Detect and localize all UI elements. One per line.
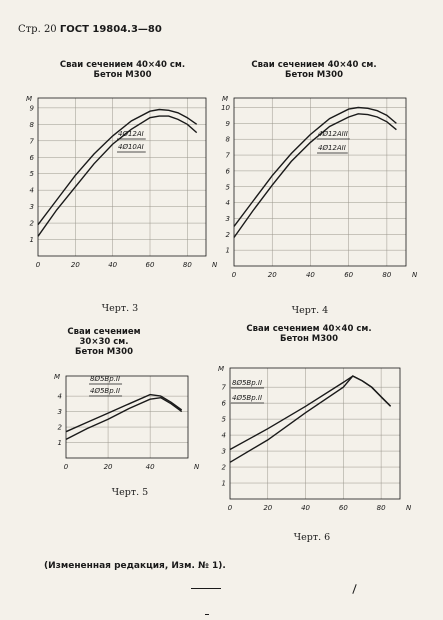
footer-rule xyxy=(191,588,221,589)
series-line-1 xyxy=(37,108,198,226)
y-tick-label: 1 xyxy=(58,439,62,447)
x-tick-label: 40 xyxy=(306,271,315,279)
scan-mark xyxy=(352,584,357,594)
series-line-2 xyxy=(37,115,198,237)
standard-code: ГОСТ 19804.3—80 xyxy=(59,24,162,35)
series-line-1 xyxy=(233,106,397,227)
y-tick-label: 7 xyxy=(226,152,231,160)
series-label-2: 4Ø10АI xyxy=(118,143,144,151)
x-tick-label: 0 xyxy=(228,504,233,512)
y-tick-label: 2 xyxy=(58,424,63,432)
chart-3: 0 20 40 60 80 1 2 3 4 5 6 7 8 9 N M 4Ø12АI 4Ø10АI xyxy=(26,95,218,269)
plot-frame xyxy=(37,97,207,257)
plot-frame xyxy=(65,375,189,459)
y-tick-label: 5 xyxy=(30,170,35,178)
page-number: Стр. 20 xyxy=(18,24,57,35)
y-tick-label: 4 xyxy=(58,393,62,401)
chart-4-caption: Черт. 4 xyxy=(291,305,329,316)
chart-4-title: Сваи сечением 40×40 см. Бетон М300 xyxy=(251,60,377,80)
y-tick-label: 1 xyxy=(30,236,34,244)
chart-6: 0 20 40 60 80 1 2 3 4 5 6 7 N M 8Ø5Вр.II 4Ø5Вр.II xyxy=(218,365,412,512)
x-tick-label: 0 xyxy=(36,261,41,269)
footer-note: (Измененная редакция, Изм. № 1). xyxy=(44,561,226,571)
page-header: Стр. 20 ГОСТ 19804.3—80 xyxy=(18,24,162,35)
y-tick-label: 10 xyxy=(221,104,230,112)
y-tick-label: 1 xyxy=(222,480,226,488)
x-tick-label: 80 xyxy=(377,504,386,512)
series-label-1: 4Ø12АIII xyxy=(318,130,348,138)
y-axis-label: M xyxy=(218,365,224,373)
plot-frame xyxy=(229,367,401,500)
series-label-1: 8Ø5Вр.II xyxy=(90,375,120,383)
y-tick-label: 3 xyxy=(58,408,62,416)
plot-frame xyxy=(233,97,407,267)
x-tick-label: 0 xyxy=(232,271,237,279)
chart-5-title: Сваи сечением 30×30 см. Бетон М300 xyxy=(67,327,141,357)
chart-4: 0 20 40 60 80 1 2 3 4 5 6 7 8 9 10 N M 4Ø12АIII 4Ø12АII xyxy=(221,95,418,279)
series-label-1: 4Ø12АI xyxy=(118,130,144,138)
x-axis-label: N xyxy=(194,463,200,471)
series-label-2: 4Ø5Вр.II xyxy=(232,394,262,402)
chart-3-caption: Черт. 3 xyxy=(101,303,139,314)
series-line-1 xyxy=(65,393,183,433)
x-tick-label: 40 xyxy=(108,261,117,269)
y-axis-label: M xyxy=(222,95,228,103)
x-tick-label: 20 xyxy=(104,463,113,471)
chart-3-title: Сваи сечением 40×40 см. Бетон М300 xyxy=(59,60,186,80)
series-label-2: 4Ø5Вр.II xyxy=(90,387,120,395)
y-tick-label: 9 xyxy=(226,120,231,128)
y-tick-label: 3 xyxy=(30,203,34,211)
x-axis-label: N xyxy=(406,504,412,512)
y-tick-label: 5 xyxy=(226,183,231,191)
y-tick-label: 7 xyxy=(222,384,227,392)
y-tick-label: 4 xyxy=(222,432,226,440)
y-tick-label: 1 xyxy=(226,247,230,255)
series-line-2 xyxy=(229,375,392,463)
x-tick-label: 20 xyxy=(268,271,277,279)
x-tick-label: 0 xyxy=(64,463,69,471)
y-axis-label: M xyxy=(26,95,32,103)
y-tick-label: 2 xyxy=(30,220,35,228)
x-tick-label: 40 xyxy=(301,504,310,512)
x-tick-label: 20 xyxy=(263,504,272,512)
x-tick-label: 80 xyxy=(183,261,192,269)
y-tick-label: 8 xyxy=(226,136,231,144)
y-tick-label: 4 xyxy=(30,187,34,195)
y-tick-label: 9 xyxy=(30,104,35,112)
y-tick-label: 4 xyxy=(226,199,230,207)
chart-5-caption: Черт. 5 xyxy=(111,487,149,498)
series-line-2 xyxy=(233,113,397,238)
y-tick-label: 6 xyxy=(30,154,35,162)
x-tick-label: 40 xyxy=(146,463,155,471)
y-tick-label: 8 xyxy=(30,121,35,129)
x-tick-label: 60 xyxy=(339,504,348,512)
y-tick-label: 2 xyxy=(226,231,231,239)
x-tick-label: 60 xyxy=(344,271,353,279)
scan-dot xyxy=(205,614,209,615)
chart-6-title: Сваи сечением 40×40 см. Бетон М300 xyxy=(246,324,372,344)
y-tick-label: 5 xyxy=(222,416,227,424)
chart-6-caption: Черт. 6 xyxy=(293,532,331,543)
x-tick-label: 60 xyxy=(146,261,155,269)
y-tick-label: 3 xyxy=(226,215,230,223)
y-tick-label: 6 xyxy=(226,167,231,175)
x-tick-label: 80 xyxy=(382,271,391,279)
y-tick-label: 3 xyxy=(222,448,226,456)
y-tick-label: 7 xyxy=(30,137,35,145)
x-axis-label: N xyxy=(412,271,418,279)
series-line-2 xyxy=(65,396,183,441)
y-tick-label: 2 xyxy=(222,464,227,472)
chart-5: 0 20 40 1 2 3 4 N M 8Ø5Вр.II 4Ø5Вр.II xyxy=(54,373,200,471)
y-tick-label: 6 xyxy=(222,400,227,408)
x-tick-label: 20 xyxy=(71,261,80,269)
x-axis-label: N xyxy=(212,261,218,269)
series-label-2: 4Ø12АII xyxy=(318,144,346,152)
series-label-1: 8Ø5Вр.II xyxy=(232,379,262,387)
y-axis-label: M xyxy=(54,373,60,381)
